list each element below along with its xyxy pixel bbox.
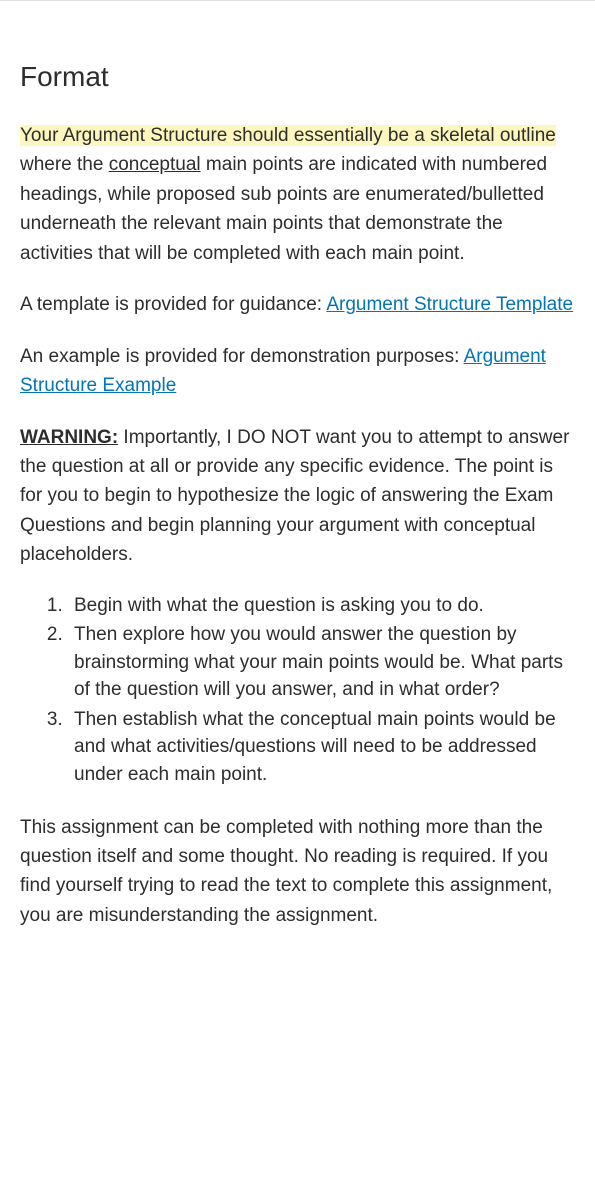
text-segment: A template is provided for guidance: <box>20 294 326 315</box>
template-link[interactable]: Argument Structure Template <box>326 294 573 315</box>
text-segment: where the <box>20 154 109 175</box>
warning-label: WARNING: <box>20 427 118 448</box>
underlined-text: conceptual <box>109 154 201 175</box>
highlighted-text: Your Argument Structure should essential… <box>20 125 556 146</box>
paragraph-format-description: Your Argument Structure should essential… <box>20 121 575 268</box>
section-heading: Format <box>20 61 575 93</box>
list-item: Then explore how you would answer the qu… <box>68 621 565 704</box>
paragraph-closing: This assignment can be completed with no… <box>20 813 575 931</box>
list-item: Then establish what the conceptual main … <box>68 706 565 789</box>
list-item: Begin with what the question is asking y… <box>68 592 565 620</box>
text-segment: An example is provided for demonstration… <box>20 346 464 367</box>
paragraph-warning: WARNING: Importantly, I DO NOT want you … <box>20 423 575 570</box>
paragraph-template: A template is provided for guidance: Arg… <box>20 290 575 319</box>
instructions-list: Begin with what the question is asking y… <box>68 592 575 789</box>
paragraph-example: An example is provided for demonstration… <box>20 342 575 401</box>
